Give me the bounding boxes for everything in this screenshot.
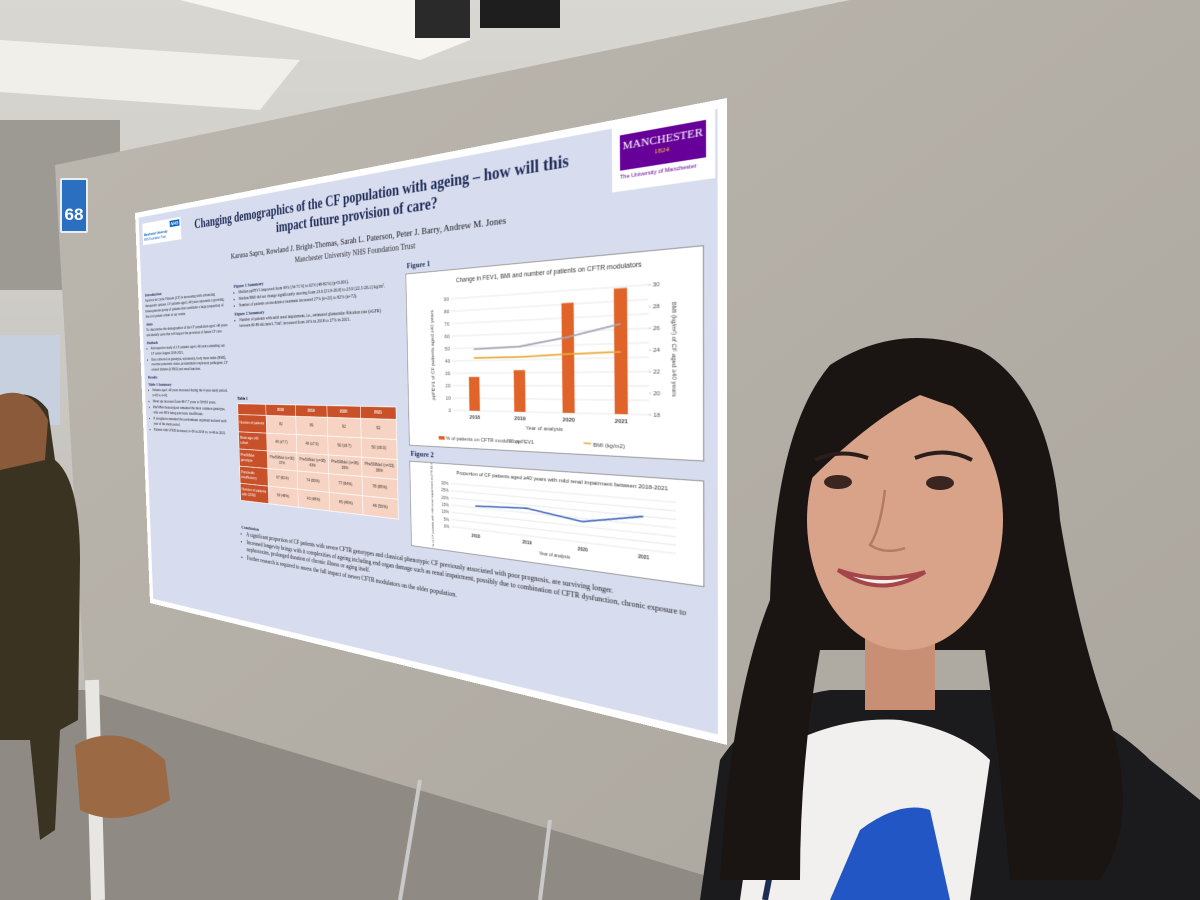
y-tick-label: 10 [446,395,451,401]
y-tick-label: 80 [444,308,449,315]
table: 2018 2019 2020 2021 Number of patients 82 89 92… [237,403,399,520]
row-label: Number of patients [238,414,267,434]
header-cell: 2018 [265,404,296,417]
bullet-list: Retrospective study of CF patients aged … [147,343,229,373]
y-axis-label: % of CF patients with mild renal impairm… [430,462,436,547]
y-tick-label: 5% [444,516,450,523]
y-tick-label: 0% [444,523,450,530]
university-logo: MANCHESTER 1824 The University of Manche… [611,109,716,193]
table-cell: 49 (±7.9) [296,434,329,455]
y-tick-label: 40 [445,358,450,364]
table-cell: 50 (±8.7) [327,436,362,458]
y2-axis-label: BMI (kg/m²) of CF aged ≥40 years [670,302,678,398]
table-label: Table 1 [237,396,248,402]
chair-leg [538,819,552,900]
y2-tick-label: 22 [653,368,660,375]
legend-label: ppFEV1 [515,439,534,447]
x-tick-label: 2021 [638,553,650,562]
y-tick-label: 90 [444,296,449,303]
y2-tick-label: 18 [653,411,660,419]
y-tick-label: 25% [441,487,449,494]
figure-box: Proportion of CF patients aged ≥40 years… [409,459,705,588]
row-label: Number of patients with CFRD [240,483,269,504]
bullet: Data collected on genotype, spirometry, … [151,355,229,373]
y-tick-label: 15% [441,501,449,508]
x-tick-label: 2020 [563,416,576,423]
bar [468,376,480,411]
x-tick-label: 2018 [471,532,480,539]
line [474,352,621,358]
grid-line [451,491,676,511]
bullet-list: Patients aged ≥40 years increased during… [148,388,231,437]
section-heading: Results [147,374,158,381]
projector [415,0,470,38]
header-cell: 2021 [360,406,397,420]
table-cell: 50 (±8.0) [361,437,398,460]
bystander [0,394,80,840]
figure-label: Figure 2 [410,449,434,459]
y-tick-label: 70 [444,321,449,328]
y2-tick-label: 20 [653,390,660,397]
grid-line [452,527,677,554]
legend-swatch [583,442,592,445]
table-cell: 92 [327,417,362,438]
bag [75,735,170,818]
x-tick-label: 2021 [615,418,629,426]
header-cell: 2020 [326,405,361,419]
y2-tick-label: 24 [653,346,660,354]
poster: NHS Manchester University NHS Foundation… [135,97,727,745]
y-tick-label: 20% [441,494,449,501]
bullet: Patients aged ≥40 years increased during… [152,388,230,400]
bar [613,287,628,415]
table-cell: 39 (48%) [268,486,299,508]
legend-swatch [438,435,445,440]
x-tick-label: 2018 [469,414,480,421]
table-cell: 49 (±7.7) [266,433,297,453]
left-column: Introduction Survival in Cystic Fibrosis… [145,282,232,439]
legend-label: BMI (kg/m2) [593,442,625,451]
y-tick-label: 10% [441,508,449,515]
header-cell: 2019 [295,404,328,418]
subheading: Table 1 Summary [148,382,172,388]
y-tick-label: 30% [441,480,449,487]
table-cell: 45 (49%) [329,492,363,515]
x-tick-label: 2019 [522,538,532,546]
legend-label: % of patients on CFTR modulators [446,436,520,446]
nhs-badge: NHS [169,219,180,228]
row-label: Mean age ≥40 cohort [238,431,268,451]
ceiling-light [0,40,300,110]
line [473,324,620,349]
y2-tick-label: 28 [653,302,660,310]
x-tick-label: 2020 [578,545,589,553]
x-axis-label: Year of analysis [539,550,571,561]
bystander-hair [0,392,48,470]
y-axis-label: ppFEV1 of CF patients aged ≥40 years [429,309,436,400]
table-cell: 92 [360,418,397,440]
y2-tick-label: 30 [653,280,660,288]
chart: Proportion of CF patients aged ≥40 years… [430,459,703,562]
y-tick-label: 60 [444,333,449,340]
x-axis-label: Year of analysis [526,425,564,433]
table-cell: 46 (50%) [362,495,399,520]
y-tick-label: 50 [445,346,450,352]
grid-line [451,520,676,546]
table-cell: 43 (48%) [297,489,330,511]
bar [513,370,526,412]
x-tick-label: 2019 [514,415,526,422]
board-number: 68 [60,178,88,233]
bar [561,302,575,414]
chair-leg [398,779,422,900]
table-cell: 82 [266,415,297,435]
speaker [480,0,560,28]
chart: Change in FEV1, BMI and number of patien… [429,259,678,451]
table-cell: 89 [295,416,328,437]
ceiling-light [180,0,470,60]
y-tick-label: 20 [445,383,450,389]
y2-tick-label: 26 [653,324,660,332]
figure-box: Change in FEV1, BMI and number of patien… [405,245,705,462]
y-tick-label: 0 [448,407,451,413]
y-tick-label: 30 [445,370,450,376]
